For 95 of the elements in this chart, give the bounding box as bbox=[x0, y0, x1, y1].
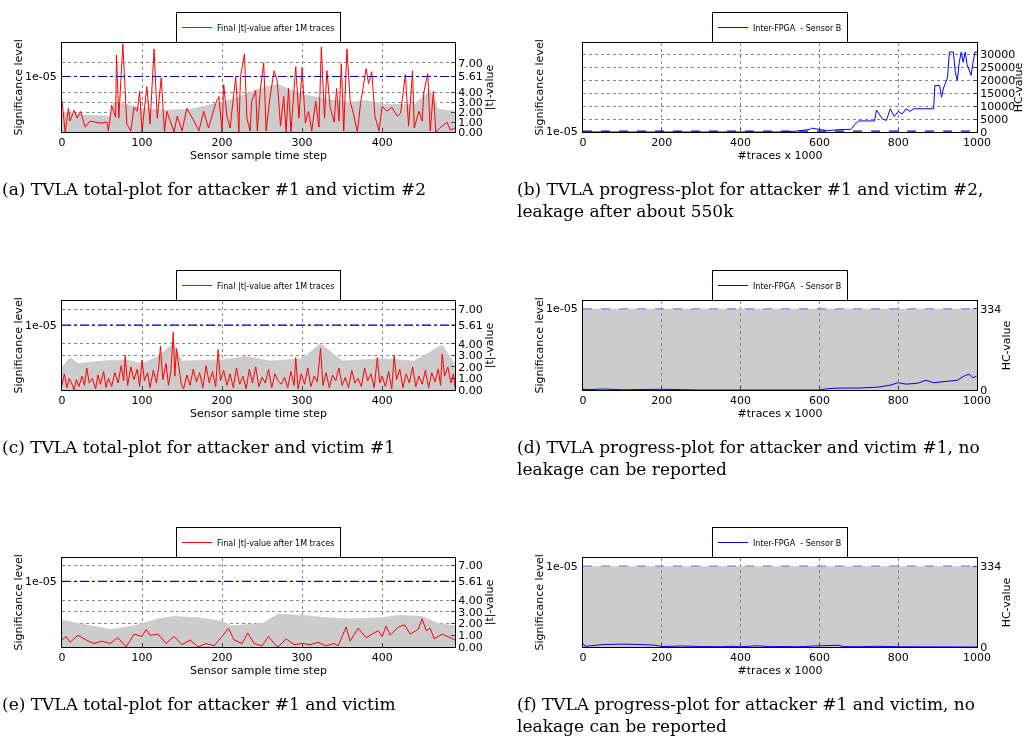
x-tick-label: 0 bbox=[579, 394, 587, 408]
x-tick-label: 0 bbox=[58, 651, 66, 665]
text: (c) TVLA total-plot for attacker and victim #1 bbox=[2, 436, 396, 458]
line-series bbox=[62, 331, 455, 390]
y2-tick-label: 5.61 bbox=[458, 70, 483, 84]
x-axis-title: #traces x 1000 bbox=[737, 664, 823, 678]
ref-line-label: 1e-05 bbox=[25, 575, 57, 588]
y2-axis-title: |t|-value bbox=[482, 64, 496, 111]
x-tick-label: 0 bbox=[579, 651, 587, 665]
x-tick-label: 0 bbox=[58, 136, 66, 150]
ref-line-label: 1e-05 bbox=[25, 70, 57, 83]
y2-tick-label: 0 bbox=[980, 125, 988, 139]
x-tick-label: 300 bbox=[291, 651, 313, 665]
ref-line-label: 1e-05 bbox=[546, 125, 578, 138]
x-axis-title: Sensor sample time step bbox=[190, 407, 327, 421]
y2-axis-title: |t|-value bbox=[482, 322, 496, 369]
y2-tick-label: 0 bbox=[980, 640, 988, 654]
y-axis-title: Significance level bbox=[532, 39, 546, 136]
y2-tick-label: 20000 bbox=[980, 74, 1016, 88]
y2-tick-label: 4.00 bbox=[458, 337, 483, 351]
x-tick-label: 200 bbox=[651, 651, 673, 665]
x-axis-title: Sensor sample time step bbox=[190, 149, 327, 163]
y2-tick-label: 7.00 bbox=[458, 558, 483, 572]
y2-axis-title: |t|-value bbox=[482, 579, 496, 626]
x-tick-label: 400 bbox=[730, 394, 752, 408]
x-tick-label: 600 bbox=[808, 394, 830, 408]
y2-tick-label: 4.00 bbox=[458, 594, 483, 608]
legend-label: Final |t|-value after 1M traces bbox=[217, 538, 335, 548]
y2-tick-label: 334 bbox=[980, 560, 1002, 574]
x-tick-label: 100 bbox=[131, 136, 153, 150]
x-axis-title: #traces x 1000 bbox=[737, 407, 823, 421]
x-tick-label: 300 bbox=[291, 136, 313, 150]
y2-tick-label: 334 bbox=[980, 302, 1002, 316]
x-tick-label: 400 bbox=[371, 136, 393, 150]
legend-label: Inter-FPGA - Sensor B bbox=[753, 538, 842, 548]
x-tick-label: 400 bbox=[371, 394, 393, 408]
x-axis-title: #traces x 1000 bbox=[737, 149, 823, 163]
x-tick-label: 200 bbox=[211, 136, 233, 150]
x-tick-label: 300 bbox=[291, 394, 313, 408]
text: (a) TVLA total-plot for attacker #1 and victim #2 bbox=[2, 178, 428, 200]
y2-tick-label: 7.00 bbox=[458, 302, 483, 316]
y2-tick-label: 7.00 bbox=[458, 56, 483, 70]
x-tick-label: 400 bbox=[371, 651, 393, 665]
y-axis-title: Significance level bbox=[532, 554, 546, 651]
y2-tick-label: 5000 bbox=[980, 112, 1009, 126]
y2-tick-label: 0 bbox=[980, 383, 988, 397]
ref-line-label: 1e-05 bbox=[546, 302, 578, 315]
y-axis-title: Significance level bbox=[11, 554, 25, 651]
y-axis-title: Significance level bbox=[11, 297, 25, 394]
x-tick-label: 400 bbox=[730, 136, 752, 150]
text: (b) TVLA progress-plot for attacker #1 and victim #2, leakage after about 550k bbox=[517, 178, 985, 222]
x-tick-label: 200 bbox=[651, 136, 673, 150]
y2-tick-label: 2.00 bbox=[458, 617, 483, 631]
legend-label: Final |t|-value after 1M traces bbox=[217, 23, 335, 33]
y-axis-title: Significance level bbox=[532, 297, 546, 394]
y2-axis-title: HC-value bbox=[1000, 320, 1014, 371]
text: (e) TVLA total-plot for attacker #1 and victim bbox=[2, 693, 397, 715]
text: (f) TVLA progress-plot for attacker #1 and victim, no leakage can be reported bbox=[517, 693, 977, 737]
x-tick-label: 100 bbox=[131, 651, 153, 665]
x-tick-label: 800 bbox=[887, 394, 909, 408]
ref-line-label: 1e-05 bbox=[546, 560, 578, 573]
x-tick-label: 0 bbox=[579, 136, 587, 150]
y2-tick-label: 5.61 bbox=[458, 319, 483, 333]
x-axis-title: Sensor sample time step bbox=[190, 664, 327, 678]
x-tick-label: 200 bbox=[211, 394, 233, 408]
x-tick-label: 800 bbox=[887, 136, 909, 150]
text: (d) TVLA progress-plot for attacker and victim #1, no leakage can be reported bbox=[517, 436, 981, 480]
x-tick-label: 0 bbox=[58, 394, 66, 408]
y2-tick-label: 5.61 bbox=[458, 575, 483, 589]
y2-tick-label: 30000 bbox=[980, 48, 1016, 62]
x-tick-label: 200 bbox=[651, 394, 673, 408]
ref-line-label: 1e-05 bbox=[25, 319, 57, 332]
x-tick-label: 200 bbox=[211, 651, 233, 665]
y2-tick-label: 2.00 bbox=[458, 360, 483, 374]
legend-label: Inter-FPGA - Sensor B bbox=[753, 23, 842, 33]
y-axis-title: Significance level bbox=[11, 39, 25, 136]
x-tick-label: 600 bbox=[808, 136, 830, 150]
x-tick-label: 1000 bbox=[963, 136, 991, 150]
legend-label: Inter-FPGA - Sensor B bbox=[753, 281, 842, 291]
x-tick-label: 100 bbox=[131, 394, 153, 408]
line-series bbox=[583, 373, 977, 390]
y2-tick-label: 1.00 bbox=[458, 629, 483, 643]
y2-tick-label: 0.00 bbox=[458, 640, 483, 654]
y2-tick-label: 25000 bbox=[980, 61, 1016, 75]
y2-axis-title: HC-value bbox=[1000, 577, 1014, 628]
x-tick-label: 800 bbox=[887, 651, 909, 665]
x-tick-label: 1000 bbox=[963, 394, 991, 408]
x-tick-label: 1000 bbox=[963, 651, 991, 665]
y2-tick-label: 3.00 bbox=[458, 349, 483, 363]
y2-tick-label: 0.00 bbox=[458, 383, 483, 397]
x-tick-label: 600 bbox=[808, 651, 830, 665]
y2-tick-label: 3.00 bbox=[458, 605, 483, 619]
y2-tick-label: 1.00 bbox=[458, 372, 483, 386]
x-tick-label: 400 bbox=[730, 651, 752, 665]
legend-label: Final |t|-value after 1M traces bbox=[217, 281, 335, 291]
